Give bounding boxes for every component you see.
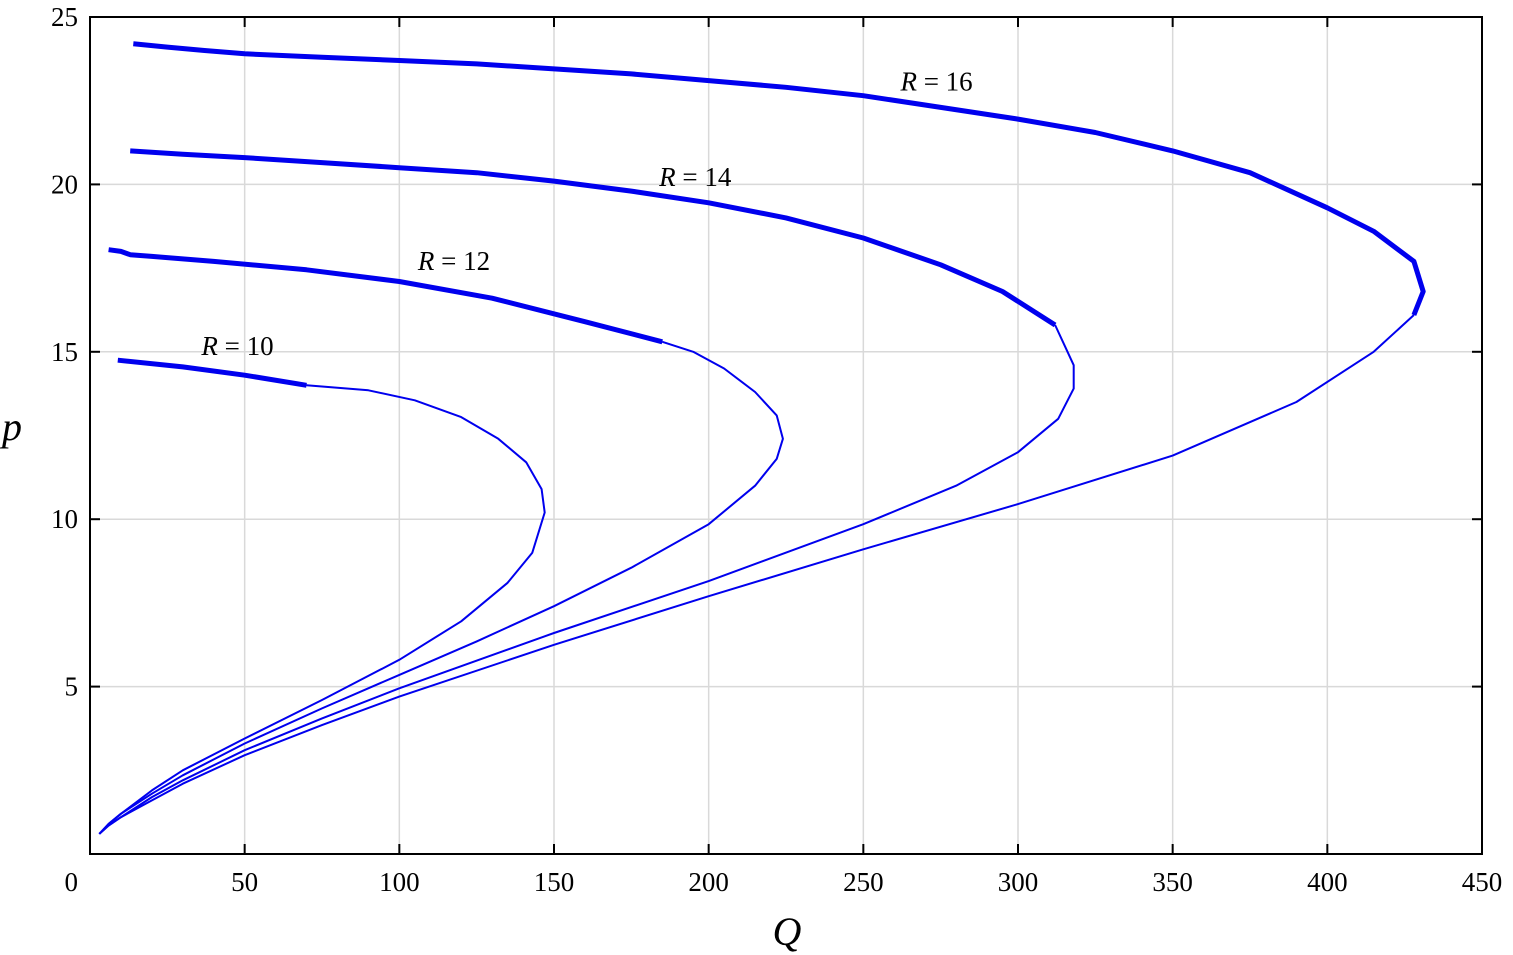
- x-tick-label: 100: [379, 867, 420, 897]
- y-tick-label: 10: [51, 504, 78, 534]
- series-thin-branch: [98, 384, 546, 835]
- series-thin-branch: [98, 324, 1075, 835]
- x-tick-labels: 0 50 100 150 200 250 300 350 400 450: [65, 867, 1503, 897]
- x-tick-label: 150: [534, 867, 575, 897]
- series-3: [98, 148, 1075, 835]
- series-label-var: R: [899, 67, 917, 97]
- series-1: [98, 357, 546, 835]
- series-label-value: = 16: [917, 67, 973, 97]
- y-tick-label: 15: [51, 337, 78, 367]
- x-tick-label: 250: [843, 867, 884, 897]
- series-label-var: R: [658, 162, 676, 192]
- y-tick-labels: 5 10 15 20 25: [51, 2, 78, 702]
- curves: [98, 41, 1426, 835]
- series-label-value: = 14: [676, 162, 732, 192]
- x-tick-label: 350: [1152, 867, 1193, 897]
- curve-labels: R = 10R = 12R = 14R = 16: [200, 67, 972, 361]
- x-axis-label: Q: [773, 909, 802, 954]
- y-tick-label: 5: [65, 672, 79, 702]
- series-bold-branch: [108, 247, 663, 345]
- x-tick-label: 450: [1462, 867, 1503, 897]
- grid: [90, 17, 1482, 854]
- series-label: R = 12: [417, 246, 490, 276]
- series-label-value: = 10: [218, 331, 274, 361]
- series-bold-branch: [133, 41, 1426, 316]
- series-label-var: R: [200, 331, 218, 361]
- series-label-var: R: [417, 246, 435, 276]
- series-thin-branch: [98, 314, 1415, 835]
- x-tick-label: 50: [231, 867, 258, 897]
- ticks: [89, 16, 1483, 854]
- series-bold-branch: [130, 148, 1057, 328]
- series-4: [98, 41, 1426, 835]
- y-tick-label: 20: [51, 169, 78, 199]
- plot-frame: [89, 16, 1483, 855]
- series-label-value: = 12: [434, 246, 490, 276]
- series-label: R = 10: [200, 331, 273, 361]
- y-tick-label: 25: [51, 2, 78, 32]
- x-tick-label: 0: [65, 867, 79, 897]
- series-label: R = 14: [658, 162, 732, 192]
- series-label: R = 16: [899, 67, 972, 97]
- series-thin-branch: [98, 340, 784, 835]
- x-tick-label: 200: [688, 867, 729, 897]
- x-tick-label: 300: [998, 867, 1039, 897]
- y-axis-label: p: [0, 404, 22, 449]
- series-bold-branch: [117, 357, 307, 388]
- series-2: [98, 247, 784, 835]
- x-tick-label: 400: [1307, 867, 1348, 897]
